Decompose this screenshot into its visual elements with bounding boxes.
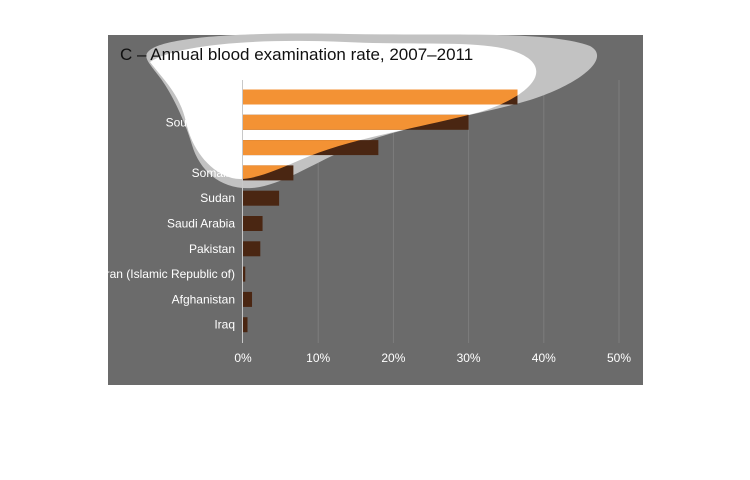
bar	[243, 266, 246, 282]
bar	[243, 190, 280, 206]
category-label: South Sudan	[166, 115, 235, 129]
category-label: Afghanistan	[172, 292, 235, 306]
x-tick-label: 50%	[607, 351, 631, 365]
x-tick-label: 10%	[306, 351, 330, 365]
category-label: Saudi Arabia	[167, 217, 235, 231]
category-label: Iran (Islamic Republic of)	[102, 267, 235, 281]
category-labels: Djibouti South Sudan Yemen Somalia Sudan Saud…	[102, 90, 235, 332]
category-label: Yemen	[198, 141, 235, 155]
category-label: Somalia	[192, 166, 236, 180]
x-tick-labels: 0% 10% 20% 30% 40% 50%	[234, 351, 631, 365]
category-label: Iraq	[214, 318, 235, 332]
category-label: Pakistan	[189, 242, 235, 256]
bars-highlight	[243, 89, 518, 179]
bar	[243, 241, 261, 257]
x-tick-label: 30%	[457, 351, 481, 365]
x-tick-label: 20%	[381, 351, 405, 365]
chart-title: C – Annual blood examination rate, 2007–…	[120, 45, 473, 64]
category-label: Djibouti	[195, 90, 235, 104]
bar	[243, 291, 253, 307]
bar	[243, 216, 263, 231]
category-label: Sudan	[200, 191, 235, 205]
x-tick-label: 0%	[234, 351, 252, 365]
bar-highlight	[243, 89, 518, 105]
x-tick-label: 40%	[532, 351, 556, 365]
bar-highlight	[243, 114, 469, 130]
bar	[243, 317, 248, 333]
